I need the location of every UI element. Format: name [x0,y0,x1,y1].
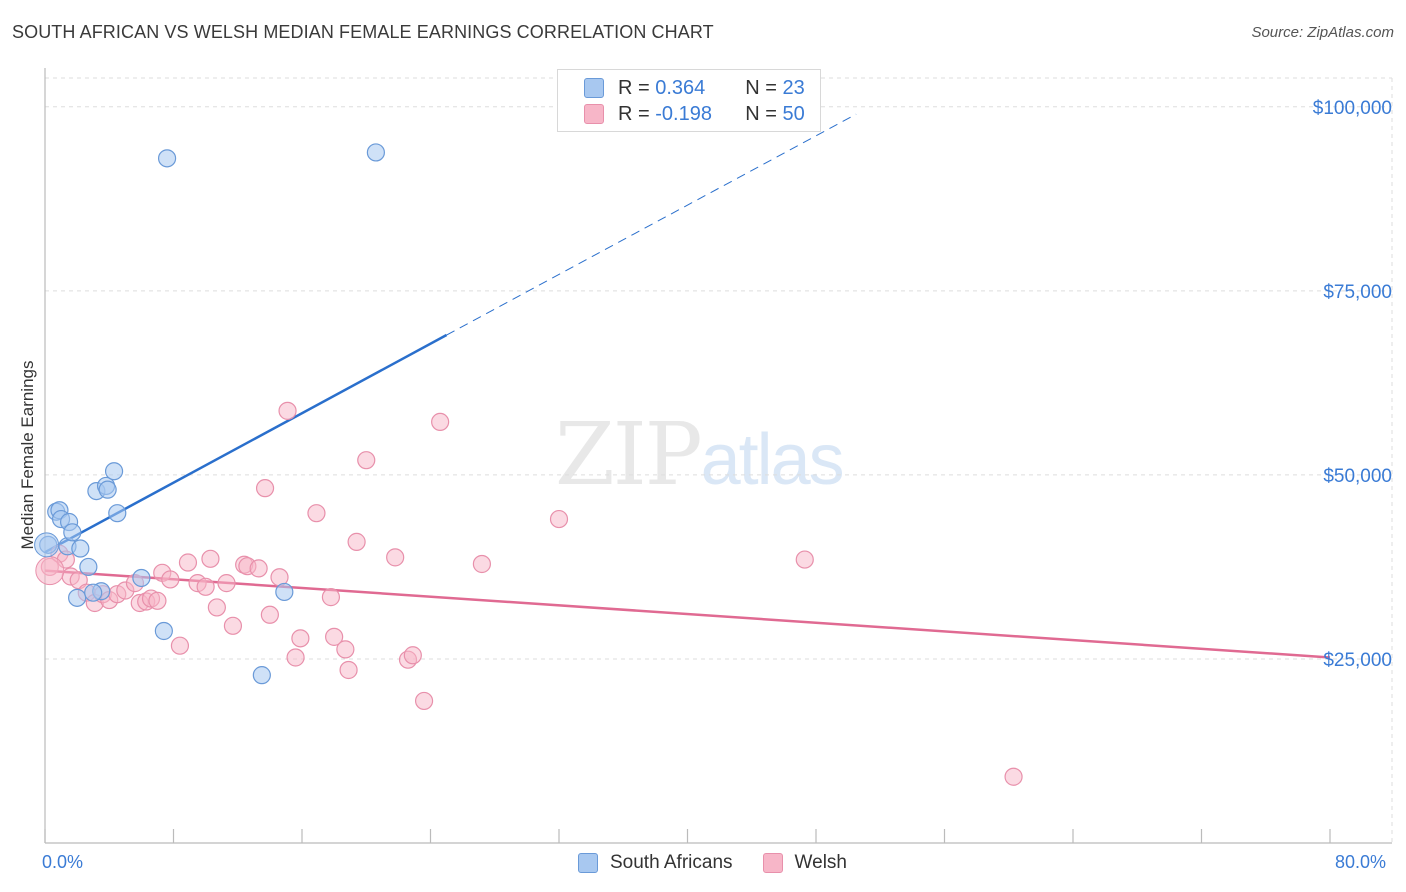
welsh-point [196,577,215,596]
legend-r-label: R = [618,102,650,125]
south-africans-point [366,143,385,162]
series-legend: South Africans Welsh [578,852,877,874]
south-africans-point [79,557,98,577]
x-tick-min: 0.0% [42,852,84,872]
welsh-point [170,636,190,655]
y-axis-label: Median Female Earnings [18,360,37,550]
south-africans-point [252,666,271,685]
legend-n-value: 50 [782,102,805,125]
legend-r-value: -0.198 [655,102,712,125]
legend-r-value: 0.364 [655,76,706,99]
welsh-point [347,532,366,551]
welsh-point [403,646,422,665]
welsh-point [207,598,226,617]
welsh-point-cluster [35,556,65,586]
welsh-point [178,553,198,572]
south-africans-point [71,539,90,558]
welsh-point [472,554,491,574]
legend-label-south-africans: South Africans [610,852,733,873]
y-tick-label: $100,000 [1313,98,1392,119]
welsh-point [278,401,297,420]
south-africans-trend-line [44,333,448,554]
legend-swatch-welsh [762,853,783,873]
welsh-point [255,479,275,498]
legend-label-welsh: Welsh [794,852,847,873]
y-tick-label: $25,000 [1323,650,1392,671]
welsh-point [795,550,814,569]
chart-title: SOUTH AFRICAN VS WELSH MEDIAN FEMALE EAR… [12,22,714,42]
welsh-point [307,504,326,523]
south-africans-point [84,583,103,602]
legend-swatch-south-africans [584,78,604,98]
welsh-point [223,616,243,635]
legend-item-south-africans: South Africans [578,852,733,874]
south-africans-point [157,149,177,168]
legend-n-value: 23 [782,76,805,99]
south-africans-point [275,582,294,602]
welsh-point [549,509,569,529]
welsh-point [217,574,236,593]
welsh-point [291,629,310,648]
y-tick-label: $50,000 [1323,466,1392,487]
data-points [34,143,1023,786]
y-tick-label: $75,000 [1323,282,1392,303]
welsh-point [339,660,358,680]
welsh-point [386,548,405,567]
welsh-point [161,570,180,589]
welsh-point [148,591,167,610]
south-africans-point [68,588,87,607]
welsh-point [414,691,434,711]
y-tick-labels: $25,000 $50,000 $75,000 $100,000 [1313,98,1392,671]
south-africans-point [63,523,82,542]
legend-n-label: N = [745,102,777,125]
legend-row-welsh: R = -0.198 N = 50 [584,102,805,126]
south-africans-point [104,462,124,481]
welsh-point [286,648,305,667]
welsh-point [249,559,268,578]
legend-row-south-africans: R = 0.364 N = 23 [584,76,805,100]
x-tick-max: 80.0% [1335,852,1387,872]
welsh-point [321,588,341,607]
legend-swatch-south-africans [578,853,598,873]
south-africans-point [98,480,117,499]
watermark: ZIPatlas [555,405,845,505]
welsh-point [201,549,220,568]
welsh-trend-line [44,569,1331,659]
axes [44,68,1392,844]
legend-r-label: R = [618,76,650,99]
welsh-point [260,605,279,624]
welsh-point [1004,767,1023,786]
watermark-zip: ZIP [555,405,703,505]
south-africans-point [154,621,173,641]
welsh-point [325,627,344,646]
welsh-point [431,412,450,431]
south-africans-point-cluster [34,532,60,558]
correlation-legend: R = 0.364 N = 23 R = -0.198 N = 50 [557,69,821,132]
welsh-point [336,640,355,659]
south-africans-point [132,568,151,588]
trend-lines [44,113,1331,659]
south-africans-point [108,504,127,523]
south-africans-trend-extension [446,113,857,336]
source-label: Source: ZipAtlas.com [1251,24,1394,41]
grid-lines [45,77,1393,843]
legend-item-welsh: Welsh [762,852,847,874]
legend-n-label: N = [745,76,777,99]
welsh-point [357,451,376,470]
legend-swatch-welsh [584,104,604,124]
watermark-atlas: atlas [700,420,845,500]
